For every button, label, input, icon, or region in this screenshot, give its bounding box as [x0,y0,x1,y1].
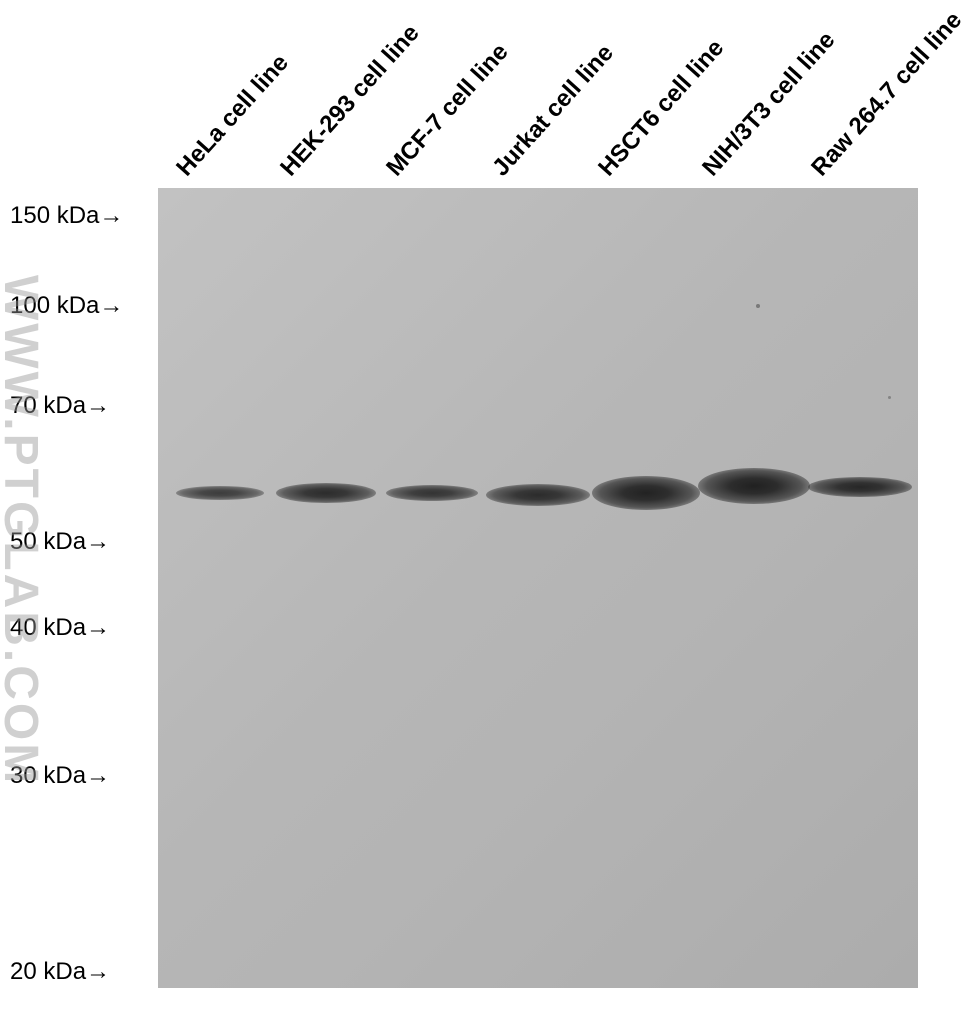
mw-marker: 30 kDa→ [10,762,110,790]
lane-labels-container: HeLa cell line HEK-293 cell line MCF-7 c… [160,0,920,190]
blot-artifact [756,304,760,308]
mw-marker: 150 kDa→ [10,202,123,230]
mw-marker: 50 kDa→ [10,528,110,556]
protein-band [698,468,810,504]
blot-figure: WWW.PTGLAB.COM HeLa cell line HEK-293 ce… [0,0,963,1021]
lane-label: Raw 264.7 cell line [806,7,963,182]
blot-membrane [158,188,918,988]
protein-band [808,477,912,497]
protein-band [486,484,590,506]
protein-band [386,485,478,501]
mw-marker: 100 kDa→ [10,292,123,320]
mw-marker: 70 kDa→ [10,392,110,420]
blot-background [158,188,918,988]
protein-band [276,483,376,503]
protein-band [176,486,264,500]
blot-artifact [888,396,891,399]
mw-marker: 20 kDa→ [10,958,110,986]
mw-marker: 40 kDa→ [10,614,110,642]
protein-band [592,476,700,510]
